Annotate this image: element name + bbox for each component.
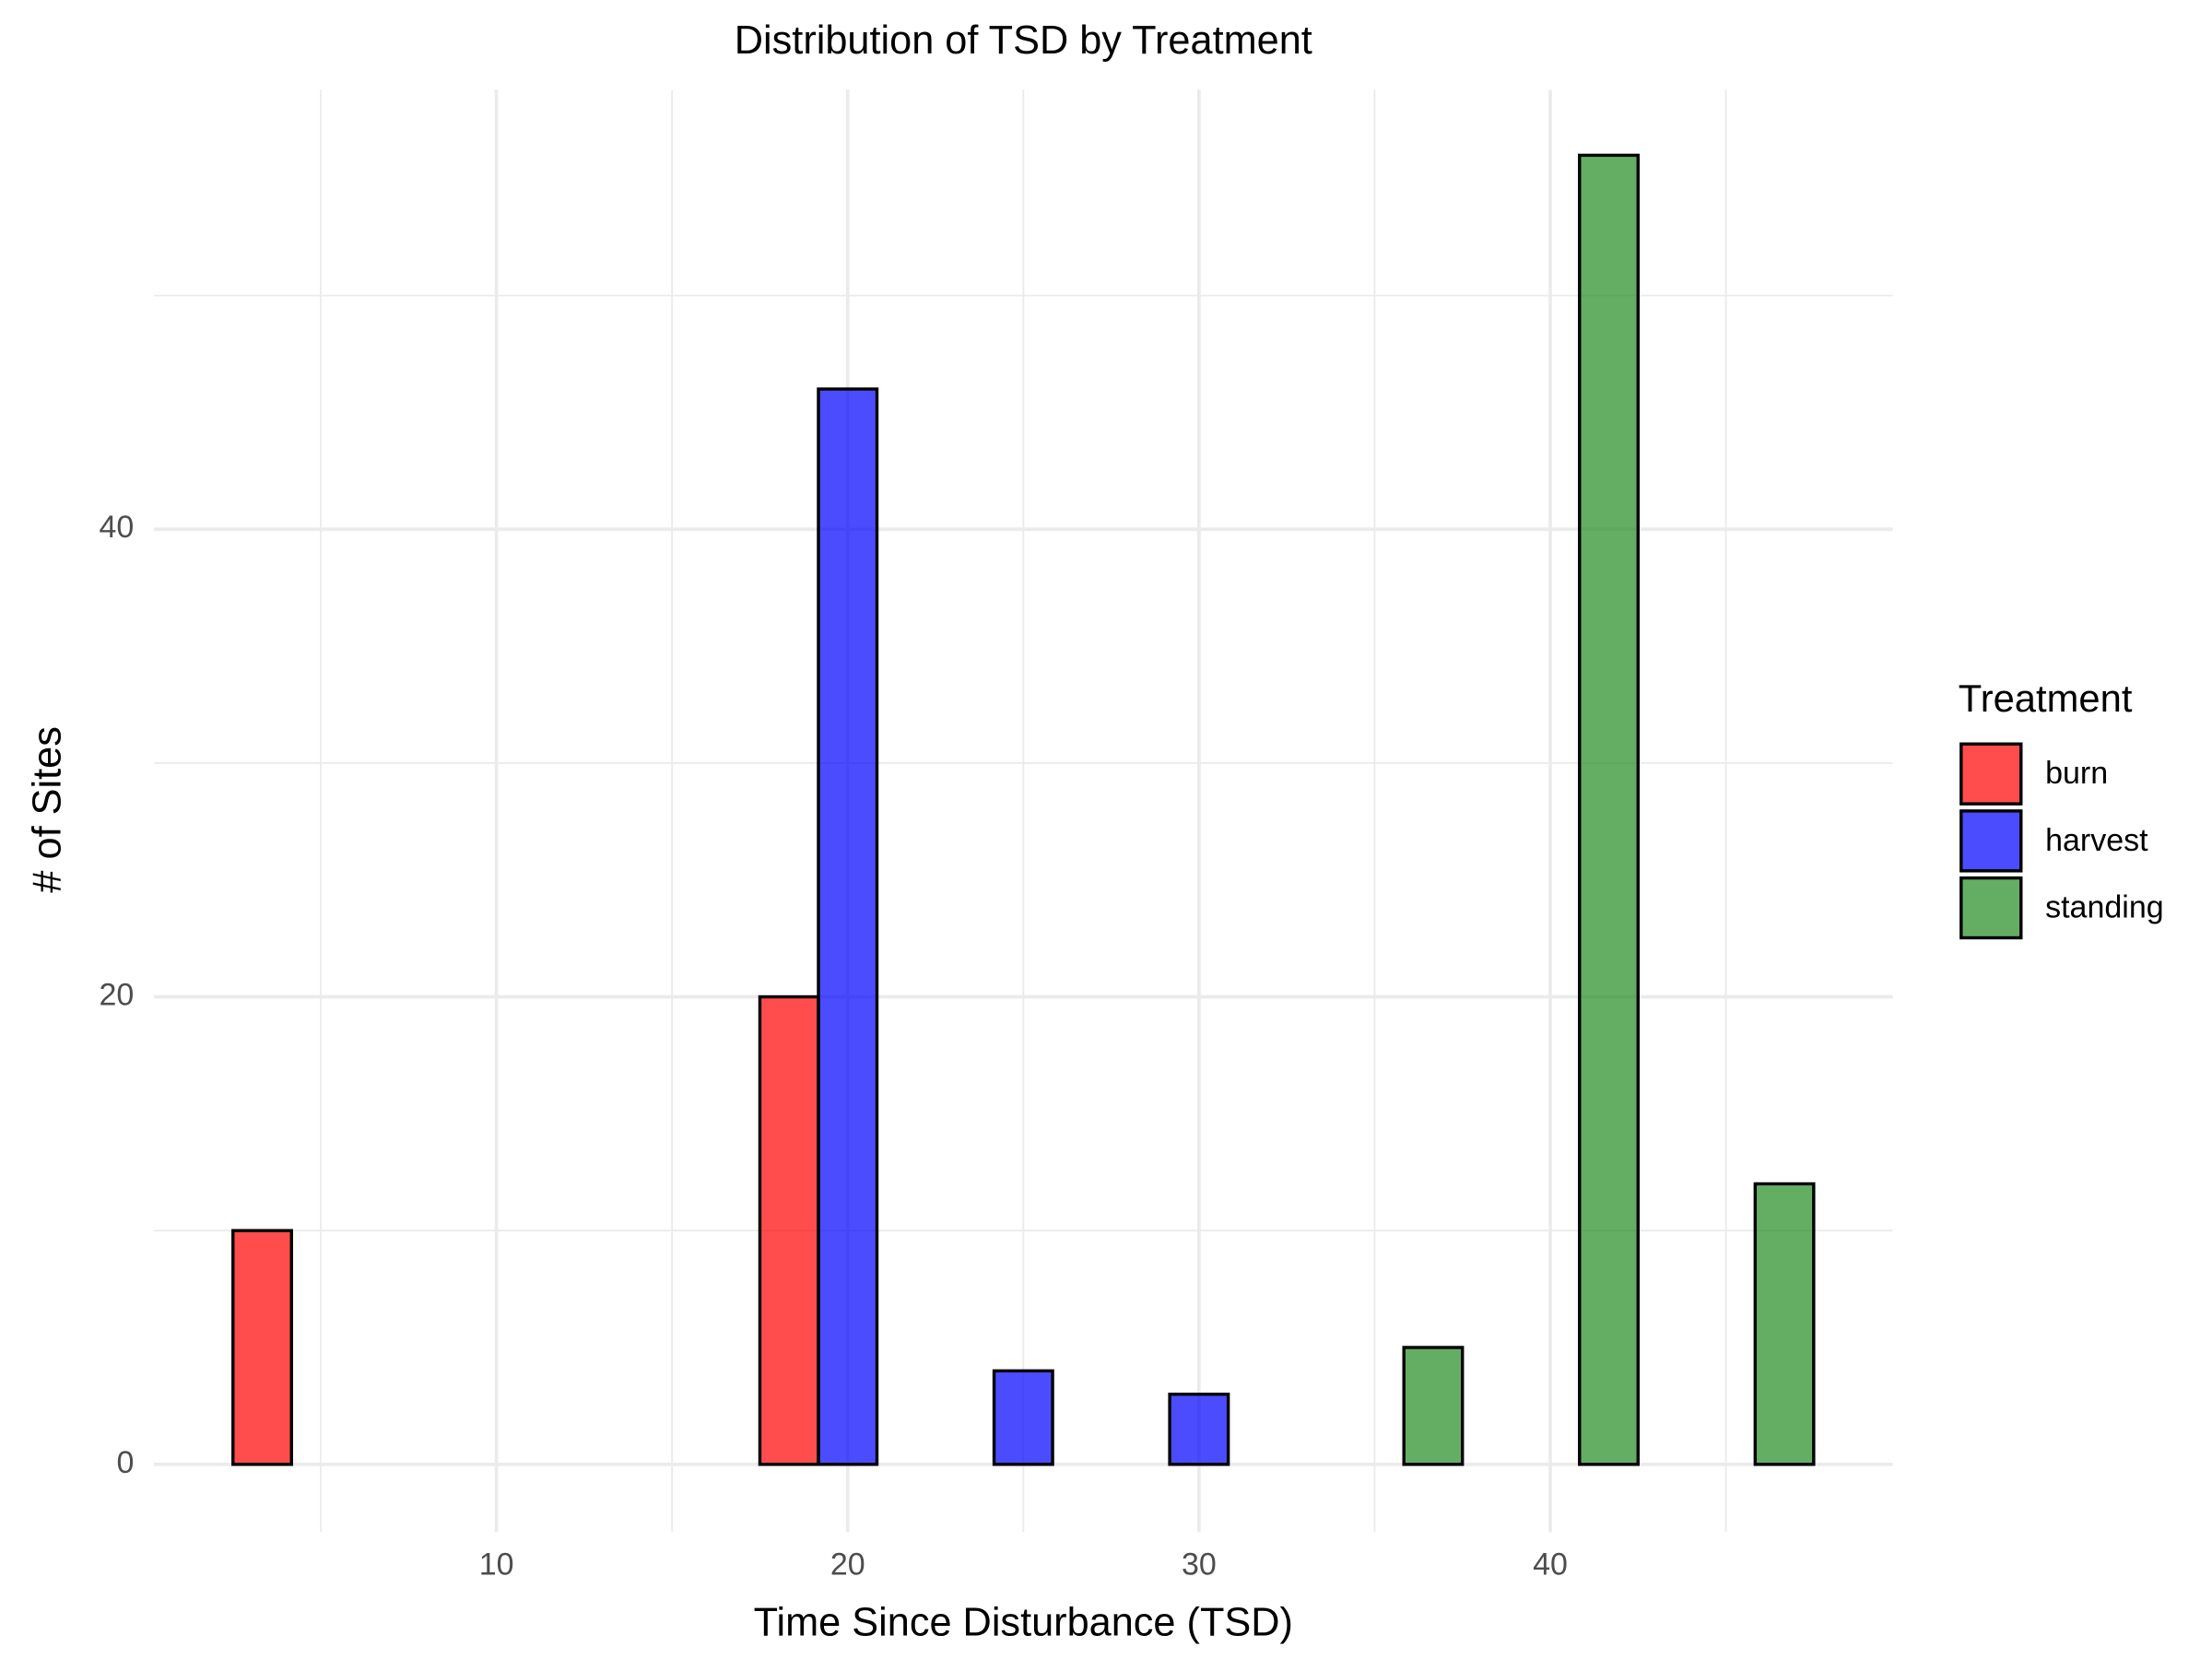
x-tick-label: 40 <box>1533 1547 1568 1582</box>
bar <box>1168 1393 1230 1466</box>
x-tick-label: 30 <box>1182 1547 1217 1582</box>
legend-label: standing <box>2045 890 2164 925</box>
bar <box>758 994 820 1466</box>
x-tick-label: 20 <box>830 1547 865 1582</box>
bar <box>1578 153 1640 1466</box>
x-tick-label: 10 <box>479 1547 514 1582</box>
y-tick-label: 40 <box>100 510 135 545</box>
legend-swatch <box>1959 809 2023 873</box>
legend-label: harvest <box>2045 823 2148 858</box>
legend-swatch <box>1959 742 2023 806</box>
chart-title: Distribution of TSD by Treatment <box>735 18 1312 63</box>
legend: Treatment burn harvest standing <box>1959 677 2164 940</box>
bar <box>1402 1346 1465 1466</box>
bar <box>817 387 879 1466</box>
y-tick-label: 20 <box>100 978 135 1013</box>
legend-swatch <box>1959 876 2023 940</box>
bar <box>231 1229 293 1466</box>
y-axis-title: # of Sites <box>26 726 70 892</box>
y-tick-label: 0 <box>116 1445 134 1480</box>
x-axis-title: Time Since Disturbance (TSD) <box>754 1600 1293 1644</box>
legend-title: Treatment <box>1959 677 2133 720</box>
legend-label: burn <box>2045 756 2108 791</box>
bar <box>992 1369 1054 1466</box>
bar <box>1753 1182 1816 1466</box>
